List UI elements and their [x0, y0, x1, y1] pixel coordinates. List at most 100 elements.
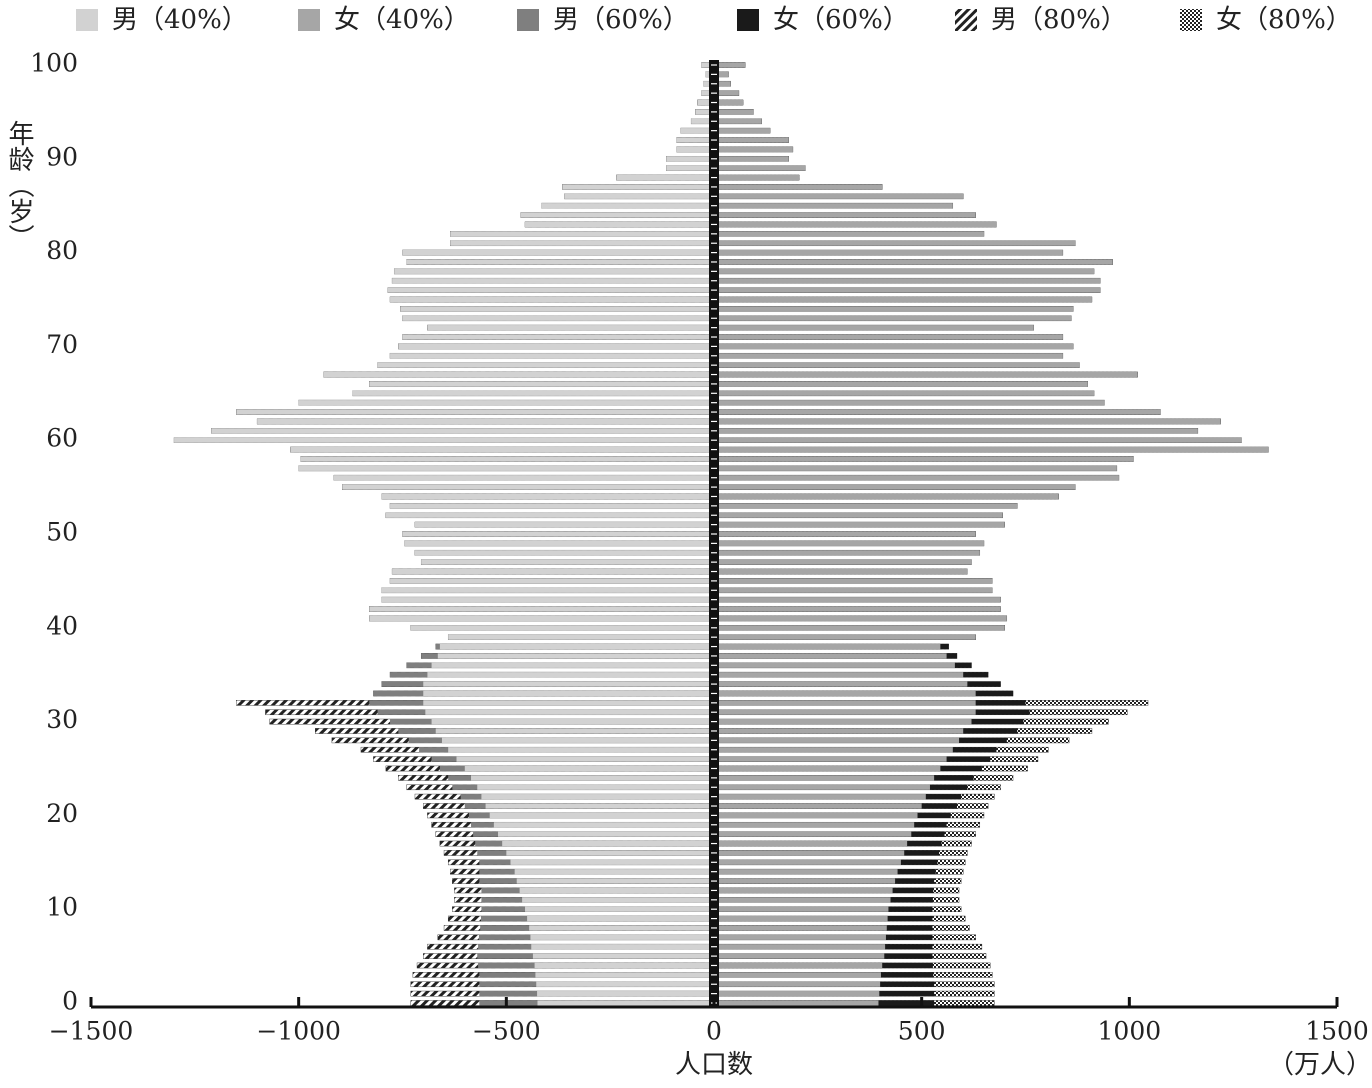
- bar: [701, 90, 714, 96]
- bar: [714, 512, 1003, 518]
- bar: [377, 362, 714, 368]
- y-tick-label: 0: [62, 987, 78, 1016]
- bar: [714, 484, 1076, 490]
- bar: [333, 475, 714, 481]
- bar: [423, 681, 714, 687]
- bar: [392, 568, 714, 575]
- bar: [703, 81, 714, 87]
- bar: [448, 747, 714, 753]
- bar: [369, 606, 714, 612]
- bar: [537, 991, 714, 997]
- y-tick-label: 100: [30, 49, 78, 78]
- bar: [714, 156, 789, 162]
- bar: [390, 578, 714, 584]
- bar: [516, 878, 714, 884]
- bar: [450, 231, 714, 237]
- bar: [402, 334, 714, 340]
- bar: [714, 559, 972, 565]
- bar: [697, 99, 714, 106]
- bar: [701, 62, 714, 68]
- bar: [531, 944, 714, 950]
- bar: [714, 278, 1101, 284]
- bar: [498, 831, 714, 837]
- bar: [506, 850, 714, 856]
- bar: [714, 568, 968, 575]
- bar: [714, 550, 980, 556]
- bar: [290, 446, 714, 453]
- bar: [471, 775, 714, 781]
- bar: [714, 869, 898, 875]
- bar: [714, 493, 1059, 500]
- bar: [714, 268, 1095, 274]
- bar: [714, 325, 1034, 331]
- bar: [714, 719, 972, 725]
- bar: [714, 700, 976, 706]
- bar: [714, 306, 1074, 312]
- bar: [714, 587, 993, 593]
- bar: [714, 446, 1269, 453]
- bar: [477, 784, 714, 790]
- bar: [714, 662, 955, 668]
- bar: [714, 62, 746, 68]
- bar: [714, 812, 918, 818]
- bar: [714, 353, 1063, 359]
- bar: [381, 493, 714, 500]
- bar: [529, 925, 714, 931]
- bar: [464, 765, 714, 772]
- bar: [714, 531, 976, 537]
- bar: [537, 1000, 714, 1006]
- bar: [714, 878, 896, 884]
- center-spine: [709, 60, 719, 1006]
- bar: [714, 756, 947, 762]
- bar: [414, 522, 714, 528]
- bar: [714, 109, 754, 115]
- x-tick-label: 1000: [1098, 1017, 1162, 1046]
- bar: [402, 531, 714, 537]
- bar: [714, 118, 762, 124]
- bar: [530, 934, 714, 940]
- bar: [714, 193, 964, 199]
- bar: [714, 428, 1198, 434]
- bar: [519, 887, 714, 894]
- legend-swatch: [76, 9, 98, 31]
- bar: [666, 165, 714, 171]
- bar: [431, 662, 714, 668]
- bar: [481, 794, 714, 800]
- bar: [714, 822, 915, 828]
- x-tick-label: 1500: [1305, 1017, 1369, 1046]
- bar: [525, 221, 714, 228]
- bar: [381, 597, 714, 603]
- bar: [714, 972, 881, 978]
- bar: [695, 109, 714, 115]
- bar: [666, 156, 714, 162]
- bar: [714, 540, 984, 546]
- bar: [522, 897, 714, 903]
- bar: [714, 625, 1005, 631]
- bar: [174, 437, 715, 443]
- bar: [406, 259, 714, 265]
- bar: [541, 203, 714, 209]
- bar: [714, 934, 886, 940]
- y-tick-label: 30: [46, 705, 78, 734]
- bar: [714, 381, 1088, 387]
- bar: [714, 296, 1092, 303]
- bar: [714, 615, 1007, 622]
- bar: [427, 325, 714, 331]
- bar: [714, 259, 1113, 265]
- bar: [714, 418, 1221, 425]
- bar: [714, 287, 1101, 293]
- x-axis-label: 人口数: [675, 1050, 753, 1080]
- bar: [385, 512, 714, 518]
- legend-label: 男（80%）: [991, 5, 1127, 35]
- legend-label: 女（40%）: [334, 5, 470, 35]
- bar: [435, 728, 714, 734]
- bar: [676, 137, 714, 143]
- bar: [714, 409, 1161, 415]
- legend-label: 女（80%）: [1216, 5, 1352, 35]
- x-tick-label: 500: [898, 1017, 946, 1046]
- x-tick-label: −1500: [49, 1017, 134, 1046]
- y-tick-label: 60: [46, 424, 78, 453]
- bar: [714, 437, 1242, 443]
- bar: [489, 812, 714, 818]
- bar: [423, 690, 714, 697]
